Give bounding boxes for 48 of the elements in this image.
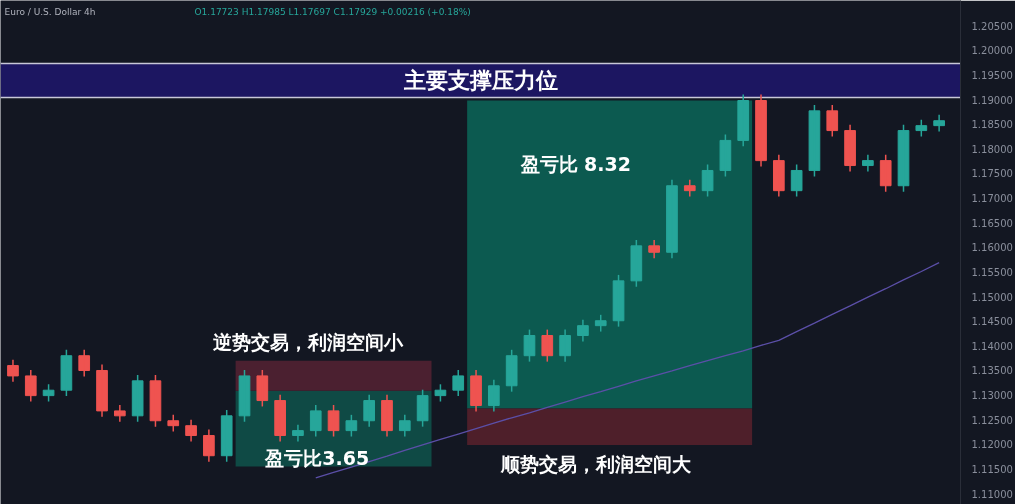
annotation: O1.17723 H1.17985 L1.17697 C1.17929 +0.00216 (+0.18%) (194, 6, 471, 17)
y-tick-label: 1.11500 (971, 464, 1013, 476)
candlestick (719, 133, 732, 178)
annotation: 盈亏比3.65 (264, 446, 370, 469)
candlestick (416, 388, 429, 428)
candlestick (701, 163, 714, 198)
y-tick-label: 1.12500 (971, 414, 1013, 426)
candlestick (149, 374, 162, 428)
candlestick (648, 239, 660, 259)
candlestick (523, 328, 536, 363)
y-tick-label: 1.13000 (971, 390, 1013, 402)
candlestick (826, 104, 839, 138)
annotation: 逆势交易，利润空间小 (211, 330, 404, 353)
y-tick-label: 1.12000 (971, 439, 1013, 451)
candlestick (256, 369, 269, 408)
candlestick (612, 274, 625, 328)
annotation: 盈亏比 8.32 (519, 152, 631, 175)
y-tick-label: 1.11000 (971, 488, 1013, 500)
candlestick (630, 239, 643, 288)
band-label: 主要支撑压力位 (402, 68, 558, 94)
candlestick (327, 404, 340, 438)
y-tick-label: 1.19000 (971, 94, 1013, 106)
y-tick-label: 1.15500 (971, 266, 1013, 278)
y-tick-label: 1.13500 (971, 365, 1013, 377)
candlestick (790, 163, 803, 198)
annotation: Euro / U.S. Dollar 4h (4, 6, 96, 17)
y-tick-label: 1.18000 (971, 143, 1013, 155)
y-tick-label: 1.14500 (971, 316, 1013, 328)
candlestick (808, 104, 821, 178)
candlestick (238, 369, 251, 423)
y-tick-label: 1.17000 (971, 193, 1013, 205)
y-tick-label: 1.19500 (971, 69, 1013, 81)
candlestick (220, 409, 233, 463)
candlestick (60, 349, 73, 397)
annotation: 顺势交易，利润空间大 (499, 452, 692, 475)
y-tick-label: 1.20500 (971, 20, 1013, 32)
candlestick (131, 374, 144, 423)
y-tick-label: 1.15000 (971, 291, 1013, 303)
candlestick (879, 153, 892, 193)
y-tick-label: 1.18500 (971, 119, 1013, 131)
candlestick (541, 328, 554, 363)
y-tick-label: 1.17500 (971, 168, 1013, 180)
candlestick (505, 349, 518, 393)
candlestick (345, 414, 358, 438)
y-tick-label: 1.20000 (971, 45, 1013, 57)
y-tick-label: 1.14000 (971, 340, 1013, 352)
y-tick-label: 1.16000 (971, 242, 1013, 254)
y-tick-label: 1.16500 (971, 217, 1013, 229)
